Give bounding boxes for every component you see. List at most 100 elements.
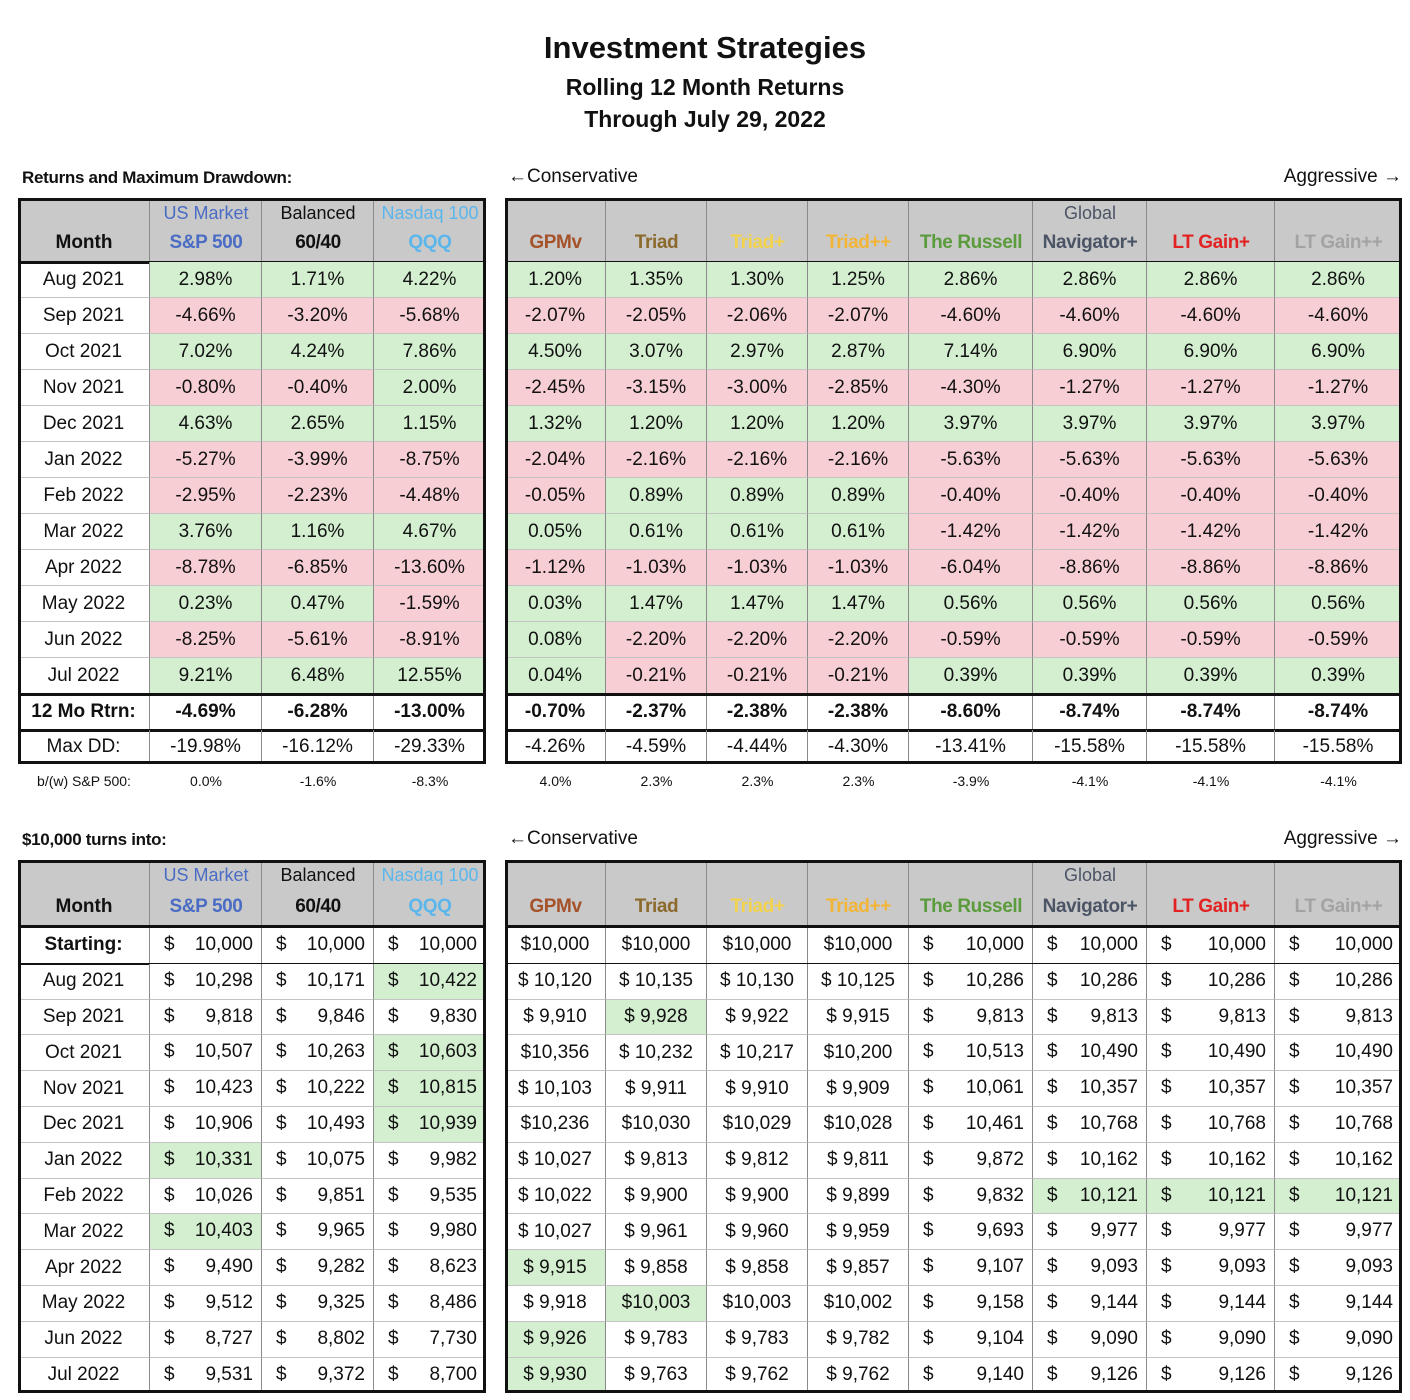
value-cell: $ 9,959 <box>808 1214 909 1251</box>
return-cell: 3.76% <box>150 514 262 550</box>
return-cell: 0.61% <box>808 514 909 550</box>
drawdown-cell: -16.12% <box>262 730 374 764</box>
return-cell: -0.59% <box>909 622 1033 658</box>
return-cell: -0.40% <box>909 478 1033 514</box>
column-name: Navigator+ <box>1042 232 1138 253</box>
return-cell: 1.47% <box>707 586 808 622</box>
return-cell: 3.97% <box>1275 406 1402 442</box>
return-cell: -1.42% <box>909 514 1033 550</box>
value-cell: $ 9,857 <box>808 1250 909 1286</box>
drawdown-cell: -4.59% <box>606 730 707 764</box>
return-cell: 0.39% <box>909 658 1033 694</box>
total-cell: -8.74% <box>1147 694 1275 730</box>
column-name: QQQ <box>408 896 452 917</box>
value-cell: $ 9,090 <box>1033 1321 1147 1358</box>
rule <box>505 729 1402 732</box>
relative-cell: 2.3% <box>741 773 774 789</box>
value-cell: $ 10,000 <box>909 928 1033 964</box>
return-cell: 0.39% <box>1147 658 1275 694</box>
relative-cell: -8.3% <box>411 773 449 789</box>
return-cell: -4.30% <box>909 370 1033 406</box>
return-cell: -4.60% <box>909 298 1033 334</box>
value-cell: $ 9,899 <box>808 1178 909 1215</box>
subtitle: Rolling 12 Month Returns <box>565 74 845 100</box>
return-cell: -4.60% <box>1147 298 1275 334</box>
value-cell: $ 9,922 <box>707 999 808 1036</box>
value-cell: $ 9,813 <box>1147 999 1275 1036</box>
value-cell: $ 9,832 <box>909 1178 1033 1215</box>
return-cell: -8.86% <box>1147 550 1275 586</box>
return-cell: -4.60% <box>1275 298 1402 334</box>
column-top: Balanced <box>280 865 356 885</box>
return-cell: -1.27% <box>1275 370 1402 406</box>
return-cell: -2.07% <box>808 298 909 334</box>
value-cell: $ 10,222 <box>262 1071 374 1107</box>
value-cell: $ 9,144 <box>1275 1286 1402 1322</box>
title: Investment Strategies <box>543 30 867 65</box>
return-cell: 7.02% <box>150 334 262 370</box>
return-cell: -6.85% <box>262 550 374 586</box>
drawdown-cell: -15.58% <box>1275 730 1402 764</box>
value-cell: $ 9,930 <box>505 1357 606 1394</box>
return-cell: -2.20% <box>808 622 909 658</box>
value-cell: $ 10,286 <box>909 963 1033 1000</box>
return-cell: 4.24% <box>262 334 374 370</box>
return-cell: 2.86% <box>1147 262 1275 298</box>
return-cell: -5.63% <box>909 442 1033 478</box>
return-cell: -3.99% <box>262 442 374 478</box>
value-cell: $ 10,162 <box>1147 1142 1275 1179</box>
value-cell: $ 9,900 <box>707 1178 808 1215</box>
return-cell: 1.15% <box>374 406 486 442</box>
value-cell: $ 10,603 <box>374 1035 486 1072</box>
return-cell: 0.61% <box>606 514 707 550</box>
value-cell: $ 10,027 <box>505 1214 606 1251</box>
return-cell: 12.55% <box>374 658 486 694</box>
column-name: Navigator+ <box>1042 896 1138 917</box>
total-label: 12 Mo Rtrn: <box>18 694 150 730</box>
value-cell: $ 8,727 <box>150 1321 262 1358</box>
column-name: LT Gain++ <box>1294 232 1383 253</box>
drawdown-cell: -29.33% <box>374 730 486 764</box>
return-cell: -2.07% <box>505 298 606 334</box>
value-cell: $ 10,286 <box>1147 963 1275 1000</box>
month-cell: Feb 2022 <box>18 1178 150 1215</box>
header-cell <box>374 198 486 262</box>
left-note: ←Conservative <box>508 828 638 849</box>
return-cell: 0.56% <box>1275 586 1402 622</box>
value-cell: $ 9,813 <box>1033 999 1147 1036</box>
value-cell: $ 9,818 <box>150 999 262 1036</box>
value-cell: $ 10,162 <box>1275 1142 1402 1179</box>
value-cell: $ 9,858 <box>707 1250 808 1286</box>
section-label: Returns and Maximum Drawdown: <box>22 168 292 187</box>
relative-cell: -1.6% <box>299 773 337 789</box>
value-cell: $ 10,939 <box>374 1107 486 1143</box>
return-cell: -0.40% <box>1275 478 1402 514</box>
month-cell: Mar 2022 <box>18 514 150 550</box>
value-cell: $ 10,263 <box>262 1035 374 1072</box>
value-cell: $10,356 <box>505 1035 606 1072</box>
drawdown-cell: -15.58% <box>1147 730 1275 764</box>
value-cell: $ 9,977 <box>1275 1214 1402 1251</box>
drawdown-cell: -4.44% <box>707 730 808 764</box>
return-cell: 0.05% <box>505 514 606 550</box>
return-cell: -1.03% <box>606 550 707 586</box>
total-cell: -8.60% <box>909 694 1033 730</box>
return-cell: -0.59% <box>1033 622 1147 658</box>
rule <box>18 729 486 732</box>
return-cell: -2.06% <box>707 298 808 334</box>
value-cell: $ 9,977 <box>1147 1214 1275 1251</box>
value-cell: $ 10,768 <box>1033 1107 1147 1143</box>
return-cell: 0.56% <box>1147 586 1275 622</box>
value-cell: $ 7,730 <box>374 1321 486 1358</box>
return-cell: 1.30% <box>707 262 808 298</box>
value-cell: $ 10,768 <box>1147 1107 1275 1143</box>
value-cell: $ 9,490 <box>150 1250 262 1286</box>
return-cell: -2.16% <box>707 442 808 478</box>
header-cell <box>505 860 606 926</box>
header-cell <box>707 198 808 262</box>
column-name: The Russell <box>919 232 1023 253</box>
value-cell: $ 9,763 <box>606 1357 707 1394</box>
month-cell: Jul 2022 <box>18 1357 150 1394</box>
value-cell: $ 10,357 <box>1033 1071 1147 1107</box>
